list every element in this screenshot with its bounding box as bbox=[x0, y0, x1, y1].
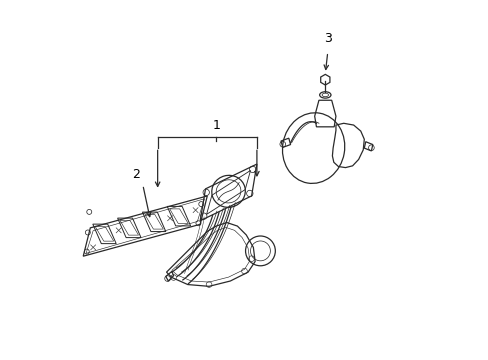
Text: 2: 2 bbox=[132, 168, 140, 181]
Text: 1: 1 bbox=[212, 119, 220, 132]
Text: 3: 3 bbox=[323, 32, 331, 45]
